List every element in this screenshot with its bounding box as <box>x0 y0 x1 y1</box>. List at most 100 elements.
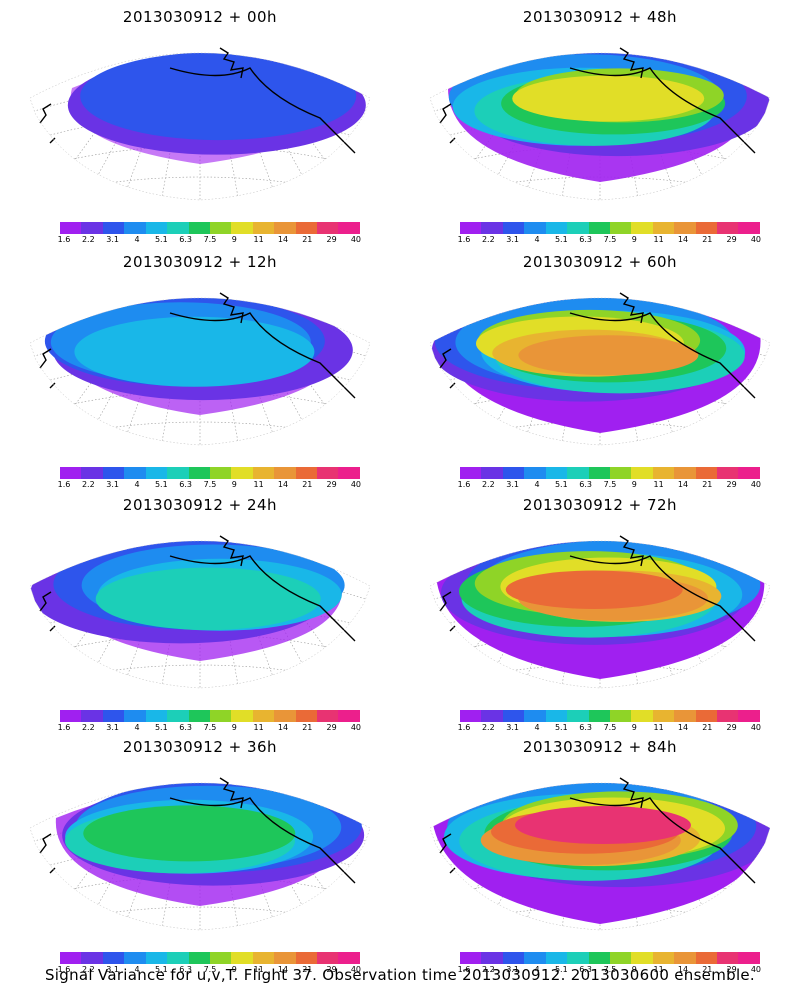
colorbar-swatch <box>717 710 739 722</box>
colorbar-swatch <box>588 952 610 964</box>
colorbar-swatch <box>60 710 82 722</box>
panel-00h: 2013030912 + 00h 1.6 2.2 3.1 4 5.1 6.3 7.5 9 11 1… <box>0 0 400 245</box>
colorbar-swatch <box>209 222 232 234</box>
colorbar-swatch <box>545 222 568 234</box>
colorbar-tick-label: 2.2 <box>81 235 95 244</box>
colorbar-tick-label: 11 <box>653 723 664 732</box>
colorbar-swatch <box>609 710 632 722</box>
colorbar-swatch <box>631 710 653 722</box>
colorbar-tick-label: 1.6 <box>457 235 471 244</box>
colorbar-swatch <box>81 467 103 479</box>
panel-title: 2013030912 + 84h <box>522 738 678 756</box>
colorbar-tick-label: 6.3 <box>579 480 592 489</box>
colorbar-tick-label: 9 <box>631 723 637 732</box>
colorbar-swatch <box>188 952 210 964</box>
colorbar-tick-label: 6.3 <box>179 235 192 244</box>
colorbar-swatch <box>274 710 296 722</box>
colorbar-tick-label: 21 <box>302 480 313 489</box>
colorbar-swatch <box>588 222 610 234</box>
colorbar-swatch <box>609 222 632 234</box>
map-boundary <box>29 297 371 446</box>
meridian-line <box>199 783 241 930</box>
colorbar-swatch <box>167 467 189 479</box>
colorbar-tick-label: 9 <box>231 480 237 489</box>
latitude-line <box>30 83 370 117</box>
panel-title: 2013030912 + 36h <box>122 738 278 756</box>
colorbar-tick-label: 3.1 <box>506 235 520 244</box>
colorbar-swatch <box>60 222 82 234</box>
colorbar-tick-label: 3.1 <box>106 235 120 244</box>
colorbar-swatch <box>567 952 589 964</box>
colorbar-swatch <box>481 952 503 964</box>
colorbar-tick-label: 4 <box>134 965 140 974</box>
map-boundary <box>429 540 771 689</box>
colorbar-tick-label: 7.5 <box>203 723 217 732</box>
field-contour <box>518 335 699 376</box>
variance-field <box>432 783 770 924</box>
colorbar-tick-label: 1.6 <box>457 480 471 489</box>
colorbar-tick-label: 7.5 <box>603 723 617 732</box>
colorbar-tick-label: 9 <box>231 965 237 974</box>
colorbar-swatch <box>609 467 632 479</box>
panel-title: 2013030912 + 72h <box>522 496 678 514</box>
map-plot <box>29 292 371 446</box>
colorbar-ticks: 1.6 2.2 3.1 4 5.1 6.3 7.5 9 11 14 21 29 40 <box>52 480 368 492</box>
coastline-path <box>169 797 356 884</box>
colorbar-tick-label: 11 <box>253 723 264 732</box>
coastline-path <box>569 555 756 642</box>
colorbar-tick-label: 6.3 <box>579 965 592 974</box>
colorbar-swatch <box>674 467 696 479</box>
colorbar-swatch <box>295 222 318 234</box>
colorbar-swatch <box>145 222 168 234</box>
colorbar-swatch <box>317 467 339 479</box>
colorbar-swatch <box>60 952 82 964</box>
colorbar-swatch <box>524 467 546 479</box>
coastline-path <box>619 535 644 567</box>
colorbar-swatch <box>274 222 296 234</box>
coastline <box>439 47 756 154</box>
colorbar-swatch <box>524 952 546 964</box>
colorbar-tick-label: 21 <box>702 480 713 489</box>
colorbar-tick-label: 21 <box>302 235 313 244</box>
colorbar-swatch <box>188 222 210 234</box>
colorbar-swatch <box>338 952 360 964</box>
field-contour <box>512 75 705 122</box>
panel-48h: 2013030912 + 48h 1.6 2.2 3.1 4 5.1 6.3 7.5 9 11 1… <box>400 0 800 245</box>
variance-field <box>44 298 353 415</box>
colorbar-swatch <box>231 222 253 234</box>
colorbar-ticks: 1.6 2.2 3.1 4 5.1 6.3 7.5 9 11 14 21 29 40 <box>452 723 768 735</box>
colorbar-tick-label: 21 <box>702 965 713 974</box>
colorbar-tick-label: 21 <box>702 723 713 732</box>
colorbar-tick-label: 3.1 <box>506 480 520 489</box>
coastline-path <box>169 555 356 642</box>
panel-84h: 2013030912 + 84h 1.6 2.2 3.1 4 5.1 6.3 7.5 9 11 1… <box>400 730 800 975</box>
colorbar-swatch <box>695 222 718 234</box>
colorbar-swatch <box>274 467 296 479</box>
colorbar-tick-label: 7.5 <box>203 235 217 244</box>
colorbar-tick-label: 2.2 <box>81 480 95 489</box>
colorbar-swatch <box>460 222 482 234</box>
colorbar-tick-label: 29 <box>726 235 737 244</box>
coastline <box>439 292 756 399</box>
coastline-path <box>169 312 356 399</box>
colorbar-swatch <box>717 952 739 964</box>
coastline-path <box>219 47 244 79</box>
colorbar-tick-label: 2.2 <box>481 723 495 732</box>
meridian-line <box>199 53 241 200</box>
coastline-path <box>439 348 456 389</box>
colorbar-swatch <box>545 710 568 722</box>
colorbar-swatch <box>231 710 253 722</box>
colorbar-tick-label: 40 <box>750 480 762 489</box>
colorbar-swatch <box>652 467 675 479</box>
colorbar-swatch <box>502 952 525 964</box>
colorbar-tick-label: 4 <box>534 235 540 244</box>
colorbar-swatch <box>209 467 232 479</box>
colorbar-tick-label: 6.3 <box>179 480 192 489</box>
coastline <box>39 292 356 399</box>
coastline-path <box>219 777 244 809</box>
colorbar-tick-label: 40 <box>350 235 362 244</box>
coastline-path <box>569 312 756 399</box>
coastline-path <box>39 348 56 389</box>
colorbar-tick-label: 5.1 <box>554 965 568 974</box>
field-contour <box>514 806 691 845</box>
